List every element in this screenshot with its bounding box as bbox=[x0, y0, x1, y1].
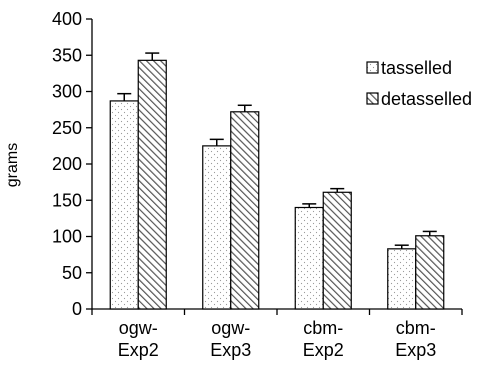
y-tick-label: 300 bbox=[52, 82, 82, 102]
bar-detasselled bbox=[415, 235, 445, 310]
x-tick-label: ogw- bbox=[211, 318, 250, 338]
y-tick-label: 50 bbox=[62, 263, 82, 283]
legend-swatch-detasselled bbox=[366, 92, 379, 105]
x-tick-label: Exp2 bbox=[118, 340, 159, 360]
bar-tasselled bbox=[294, 206, 324, 310]
x-tick-label: ogw- bbox=[119, 318, 158, 338]
x-tick-label: Exp3 bbox=[395, 340, 436, 360]
y-tick-label: 100 bbox=[52, 227, 82, 247]
y-axis-label: grams bbox=[4, 143, 21, 187]
bar-detasselled bbox=[230, 111, 260, 310]
y-tick-label: 250 bbox=[52, 118, 82, 138]
y-tick-label: 400 bbox=[52, 9, 82, 29]
legend-label-tasselled: tasselled bbox=[381, 58, 452, 78]
x-tick-label: cbm- bbox=[303, 318, 343, 338]
y-tick-label: 200 bbox=[52, 154, 82, 174]
y-tick-label: 350 bbox=[52, 45, 82, 65]
x-tick-label: Exp3 bbox=[210, 340, 251, 360]
legend-label-detasselled: detasselled bbox=[381, 89, 472, 109]
y-tick-label: 0 bbox=[72, 299, 82, 319]
y-tick-label: 150 bbox=[52, 190, 82, 210]
legend: tasselled detasselled bbox=[366, 58, 472, 109]
x-tick-label: cbm- bbox=[396, 318, 436, 338]
bar-tasselled bbox=[109, 100, 139, 310]
bar-detasselled bbox=[322, 191, 352, 310]
legend-swatch-tasselled bbox=[366, 61, 379, 74]
x-tick-label: Exp2 bbox=[303, 340, 344, 360]
bar-tasselled bbox=[387, 248, 417, 310]
bar-tasselled bbox=[202, 145, 232, 310]
bar-detasselled bbox=[137, 59, 167, 310]
